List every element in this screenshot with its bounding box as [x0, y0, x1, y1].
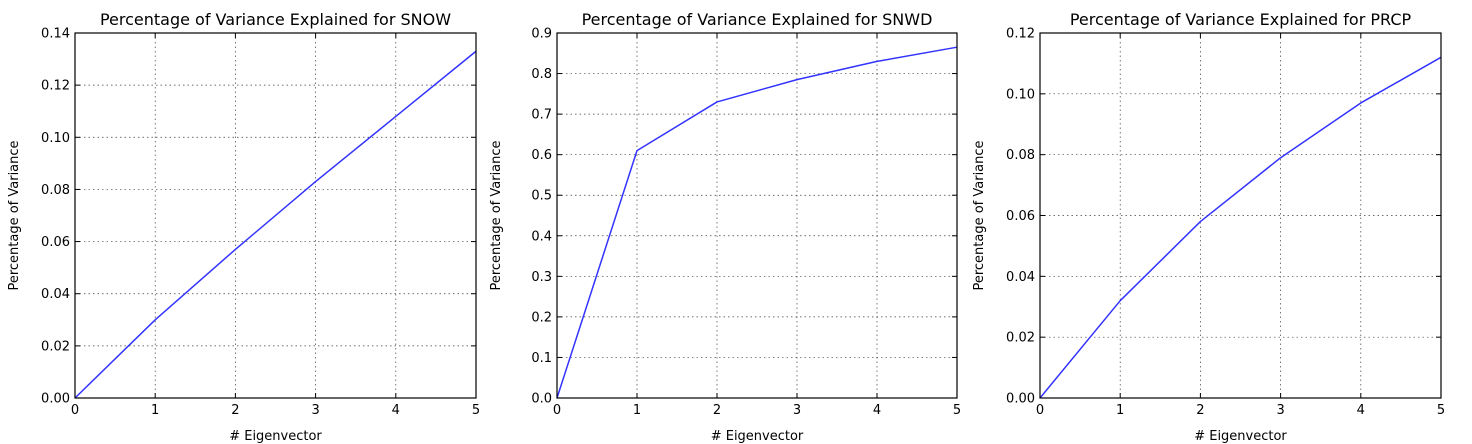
x-tick-label: 3 [1276, 403, 1284, 418]
x-tick-label: 0 [71, 403, 79, 418]
y-tick-label: 0.5 [531, 189, 552, 204]
grid [1039, 32, 1442, 399]
y-tick-label: 0.04 [1006, 270, 1035, 285]
grid [556, 32, 958, 399]
x-tick-label: 2 [1196, 403, 1204, 418]
x-tick-label: 4 [873, 403, 881, 418]
x-tick-label: 4 [392, 403, 400, 418]
x-tick-label: 5 [1437, 403, 1445, 418]
x-tick-label: 2 [713, 403, 721, 418]
y-tick-label: 0.04 [41, 287, 70, 302]
x-tick-label: 1 [1116, 403, 1124, 418]
y-tick-label: 0.02 [41, 339, 70, 354]
y-tick-label: 0.06 [1006, 209, 1035, 224]
y-tick-label: 0.08 [41, 183, 70, 198]
y-tick-label: 0.12 [41, 79, 70, 94]
x-tick-label: 1 [151, 403, 159, 418]
series-line [74, 50, 477, 399]
y-tick-label: 0.2 [531, 310, 552, 325]
y-tick-label: 0.10 [1006, 87, 1035, 102]
chart-3: 0 1 2 3 4 5 0.00 0.02 0.04 0.06 0.08 0.10 0.12 Percen… [972, 10, 1445, 444]
y-axis-label: Percentage of Variance [7, 140, 22, 290]
x-axis-label: # Eigenvector [229, 429, 322, 444]
chart-title: Percentage of Variance Explained for SNO… [100, 10, 451, 29]
y-tick-label: 0.8 [531, 67, 552, 82]
y-tick-label: 0.12 [1006, 27, 1035, 42]
series-line [1039, 56, 1442, 399]
x-tick-label: 3 [311, 403, 319, 418]
x-tick-label: 1 [633, 403, 641, 418]
y-tick-label: 0.3 [531, 270, 552, 285]
chart-title: Percentage of Variance Explained for PRC… [1070, 10, 1412, 29]
y-tick-label: 0.00 [1006, 392, 1035, 407]
series-line [556, 46, 958, 399]
y-tick-label: 0.7 [531, 108, 552, 123]
x-tick-label: 0 [1036, 403, 1044, 418]
x-tick-label: 0 [553, 403, 561, 418]
y-tick-label: 0.06 [41, 235, 70, 250]
x-tick-label: 2 [231, 403, 239, 418]
y-tick-label: 0.08 [1006, 148, 1035, 163]
plot-frame [1039, 32, 1442, 399]
y-tick-label: 0.4 [531, 229, 552, 244]
x-tick-label: 3 [793, 403, 801, 418]
y-axis-label: Percentage of Variance [972, 140, 987, 290]
x-tick-label: 5 [953, 403, 961, 418]
y-axis-label: Percentage of Variance [489, 140, 504, 290]
x-tick-label: 4 [1357, 403, 1365, 418]
plot-frame [556, 32, 958, 399]
chart-2: 0 1 2 3 4 5 0.0 0.1 0.2 0.3 0.4 0.5 0.6 0.7 0.8 0.9 Perc… [489, 10, 961, 444]
x-axis-label: # Eigenvector [1194, 429, 1287, 444]
plot-frame [74, 32, 477, 399]
y-tick-label: 0.6 [531, 148, 552, 163]
y-tick-label: 0.1 [531, 351, 552, 366]
x-tick-label: 5 [472, 403, 480, 418]
y-tick-label: 0.0 [531, 392, 552, 407]
chart-1: 0 1 2 3 4 5 0.00 0.02 0.04 0.06 0.08 0.10 0.12 0.14 Pe… [7, 10, 480, 444]
y-tick-label: 0.10 [41, 131, 70, 146]
y-tick-label: 0.9 [531, 27, 552, 42]
chart-title: Percentage of Variance Explained for SNW… [582, 10, 933, 29]
y-tick-label: 0.00 [41, 392, 70, 407]
y-tick-label: 0.14 [41, 27, 70, 42]
x-axis-label: # Eigenvector [711, 429, 804, 444]
y-tick-label: 0.02 [1006, 331, 1035, 346]
